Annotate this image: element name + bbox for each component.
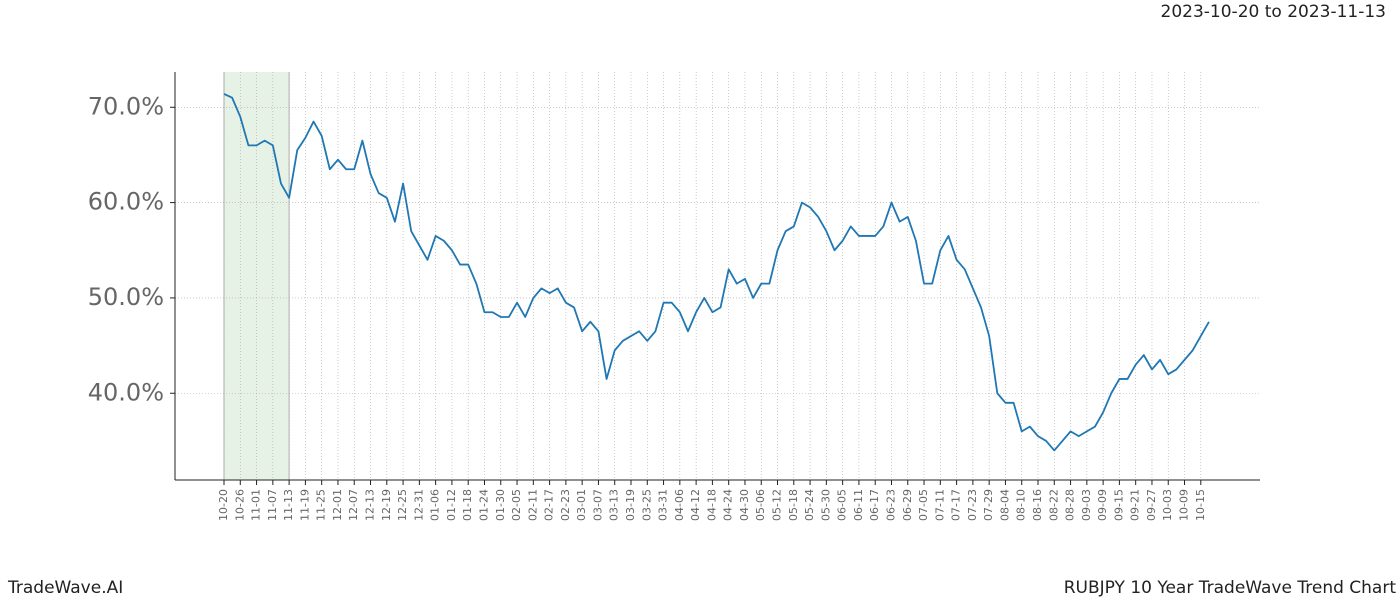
x-tick-label: 11-13	[282, 489, 295, 521]
x-tick-label: 08-16	[1031, 489, 1044, 521]
x-tick-label: 04-06	[673, 489, 686, 521]
x-tick-label: 04-12	[689, 489, 702, 521]
x-tick-label: 11-19	[298, 489, 311, 521]
x-tick-label: 02-05	[510, 489, 523, 521]
x-tick-label: 08-10	[1015, 489, 1028, 521]
x-tick-label: 09-15	[1112, 489, 1125, 521]
x-tick-label: 11-01	[250, 489, 263, 521]
x-tick-label: 10-26	[233, 489, 246, 521]
x-tick-label: 11-25	[315, 489, 328, 521]
x-tick-label: 09-09	[1096, 489, 1109, 521]
x-tick-label: 10-15	[1194, 489, 1207, 521]
x-tick-label: 06-05	[836, 489, 849, 521]
x-tick-label: 02-23	[559, 489, 572, 521]
x-tick-label: 08-28	[1064, 489, 1077, 521]
y-tick-label: 60.0%	[88, 188, 164, 216]
y-tick-label: 70.0%	[88, 92, 164, 120]
x-tick-label: 03-01	[575, 489, 588, 521]
x-tick-label: 07-17	[950, 489, 963, 521]
x-tick-label: 04-24	[722, 489, 735, 521]
chart-subtitle: 2023-10-20 to 2023-11-13	[1161, 2, 1386, 22]
x-tick-label: 12-31	[412, 489, 425, 521]
x-tick-label: 12-25	[396, 489, 409, 521]
x-tick-label: 09-03	[1080, 489, 1093, 521]
x-tick-label: 03-25	[640, 489, 653, 521]
x-tick-label: 10-09	[1178, 489, 1191, 521]
x-tick-label: 03-31	[657, 489, 670, 521]
x-tick-label: 01-12	[445, 489, 458, 521]
x-tick-label: 12-13	[364, 489, 377, 521]
x-tick-label: 12-01	[331, 489, 344, 521]
y-tick-label: 40.0%	[88, 378, 164, 406]
x-tick-label: 05-24	[803, 489, 816, 521]
x-tick-label: 01-24	[477, 489, 490, 521]
x-tick-label: 10-03	[1161, 489, 1174, 521]
x-tick-label: 03-07	[591, 489, 604, 521]
x-tick-label: 09-27	[1145, 489, 1158, 521]
x-tick-label: 07-11	[933, 489, 946, 521]
x-tick-label: 03-13	[608, 489, 621, 521]
x-tick-label: 02-17	[543, 489, 556, 521]
x-tick-label: 03-19	[624, 489, 637, 521]
x-tick-label: 06-17	[868, 489, 881, 521]
x-tick-label: 06-29	[901, 489, 914, 521]
x-tick-label: 08-22	[1047, 489, 1060, 521]
x-tick-label: 12-07	[347, 489, 360, 521]
x-tick-label: 05-12	[771, 489, 784, 521]
x-tick-label: 02-11	[526, 489, 539, 521]
x-tick-label: 06-23	[884, 489, 897, 521]
x-tick-label: 09-21	[1129, 489, 1142, 521]
x-tick-label: 05-06	[754, 489, 767, 521]
x-tick-label: 04-30	[738, 489, 751, 521]
chart-title: RUBJPY 10 Year TradeWave Trend Chart	[1064, 578, 1397, 598]
x-tick-label: 10-20	[217, 489, 230, 521]
x-tick-label: 06-11	[852, 489, 865, 521]
y-tick-label: 50.0%	[88, 283, 164, 311]
x-tick-label: 01-18	[461, 489, 474, 521]
series-line	[223, 93, 1210, 452]
x-tick-label: 05-30	[819, 489, 832, 521]
x-tick-label: 12-19	[380, 489, 393, 521]
x-tick-label: 07-05	[917, 489, 930, 521]
x-tick-label: 08-04	[998, 489, 1011, 521]
x-tick-label: 07-29	[982, 489, 995, 521]
x-tick-label: 05-18	[787, 489, 800, 521]
brand: TradeWave.AI	[7, 578, 123, 598]
x-tick-label: 11-07	[266, 489, 279, 521]
x-tick-label: 07-23	[966, 489, 979, 521]
x-tick-label: 01-30	[494, 489, 507, 521]
x-tick-label: 01-06	[429, 489, 442, 521]
x-tick-label: 04-18	[705, 489, 718, 521]
